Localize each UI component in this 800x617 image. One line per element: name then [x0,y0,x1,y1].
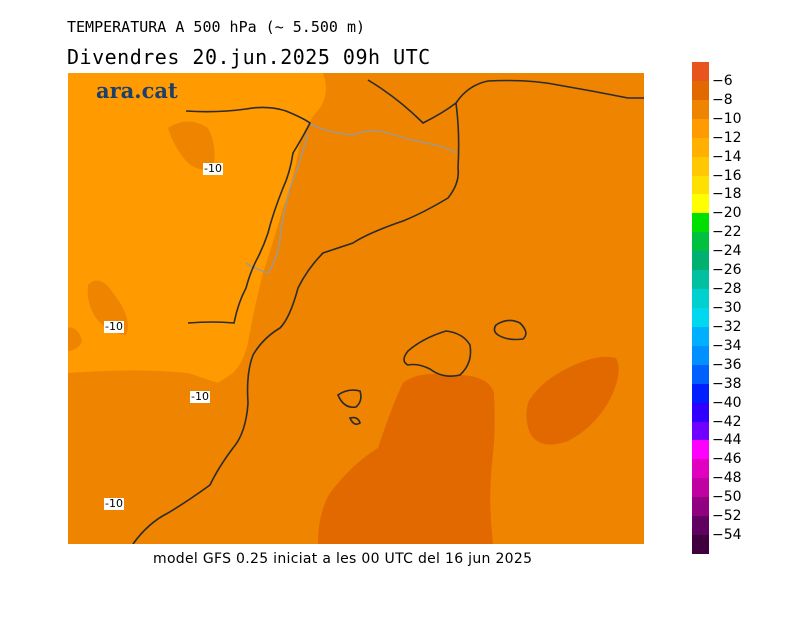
warmer-patch-north [168,121,215,170]
western-boundary [185,106,312,324]
legend-swatch [692,232,709,252]
legend-swatch [692,535,709,555]
temperature-map [68,73,644,544]
contour-label: -10 [190,390,210,403]
legend-label: −18 [712,186,742,203]
legend-label: −8 [712,91,733,108]
legend-swatch [692,421,709,441]
legend-swatch [692,516,709,536]
catalonia-border [245,132,309,274]
color-legend: −6 −8 −10 −12 −14 −16 −18 −20 −22 −24 −26 −28 −30 −32… [692,62,742,555]
legend-swatch [692,497,709,517]
legend-label: −38 [712,375,742,392]
legend-label: −24 [712,243,742,260]
legend-label: −46 [712,451,742,468]
legend-swatch [692,326,709,346]
legend-swatch [692,459,709,479]
legend-swatch [692,478,709,498]
formentera-island [348,416,361,425]
legend-label: −48 [712,470,742,487]
legend-label: −54 [712,527,742,544]
legend-swatch [692,440,709,460]
legend-label: −16 [712,167,742,184]
contour-label: -10 [104,320,124,333]
pyrenees-border [307,122,457,154]
legend-label: −32 [712,318,742,335]
legend-label: −14 [712,148,742,165]
warmest-region-central [318,374,495,544]
legend-label: −10 [712,110,742,127]
legend-label: −34 [712,337,742,354]
legend-swatch [692,99,709,119]
mallorca-island [403,330,472,377]
legend-label: −50 [712,489,742,506]
legend-swatch [692,156,709,176]
legend-swatch [692,383,709,403]
legend-swatch [692,364,709,384]
model-footer: model GFS 0.25 iniciat a les 00 UTC del … [153,551,533,567]
legend-label: −40 [712,394,742,411]
legend-swatch [692,345,709,365]
legend-swatch [692,175,709,195]
map-subtitle: Divendres 20.jun.2025 09h UTC [67,45,431,69]
legend-label: −22 [712,224,742,241]
legend-label: −20 [712,205,742,222]
brand-logo: ara.cat [96,78,178,103]
legend-label: −44 [712,432,742,449]
legend-swatch [692,80,709,100]
menorca-island [493,319,527,341]
cooler-region-west [68,73,326,383]
map-title: TEMPERATURA A 500 hPa (~ 5.500 m) [67,18,366,36]
legend-swatch [692,213,709,233]
legend-swatch [692,62,709,81]
legend-swatch [692,308,709,327]
legend-label: −30 [712,300,742,316]
contour-label: -10 [203,162,223,175]
legend-label: −26 [712,262,742,279]
ibiza-island [337,389,362,409]
legend-swatch [692,251,709,271]
legend-swatch [692,289,709,309]
legend-label: −42 [712,413,742,430]
legend-label: −52 [712,508,742,525]
warmest-region-east [526,356,619,445]
legend-label: −12 [712,129,742,146]
coastline [132,79,460,544]
map-canvas [68,73,644,544]
north-coast [455,79,644,104]
warmer-patch-northwest-small [68,327,82,351]
legend-swatch [692,118,709,138]
legend-swatch [692,270,709,290]
contour-label: -10 [104,497,124,510]
legend-swatch [692,137,709,157]
legend-label: −6 [712,72,733,89]
legend-label: −36 [712,356,742,373]
legend-swatch [692,402,709,422]
legend-label: −28 [712,281,742,298]
legend-swatch [692,194,709,214]
